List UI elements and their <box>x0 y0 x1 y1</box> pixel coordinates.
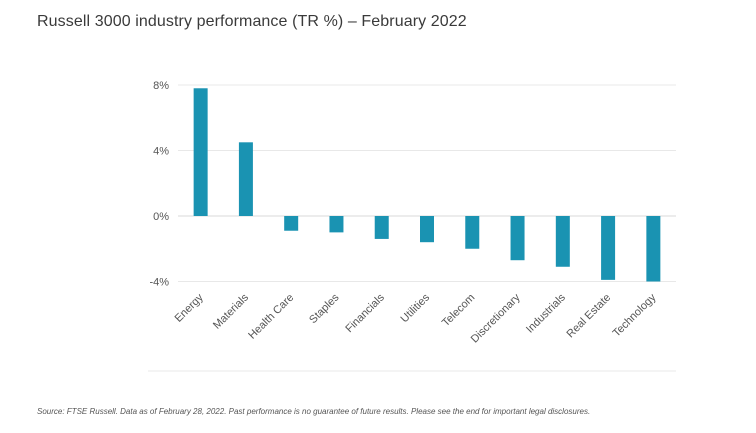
y-tick-label: 0% <box>153 211 169 223</box>
bar-industrials <box>555 216 570 267</box>
x-tick-label: Staples <box>307 291 342 326</box>
y-tick-label: 4% <box>153 146 169 158</box>
x-tick-label: Materials <box>211 291 251 331</box>
y-tick-label: 8% <box>153 80 169 92</box>
x-tick-label: Health Care <box>246 292 296 342</box>
bar-technology <box>646 216 661 282</box>
x-tick-label: Technology <box>611 291 659 339</box>
bar-health-care <box>284 216 299 231</box>
bar-real-estate <box>601 216 616 280</box>
source-note: Source: FTSE Russell. Data as of Februar… <box>37 407 591 416</box>
chart-title: Russell 3000 industry performance (TR %)… <box>37 13 467 30</box>
x-tick-label: Real Estate <box>565 292 614 341</box>
bar-materials <box>238 142 253 216</box>
x-tick-label: Industrials <box>524 291 568 335</box>
x-tick-label: Telecom <box>440 292 477 329</box>
bars <box>193 88 661 282</box>
bar-utilities <box>420 216 434 243</box>
bar-telecom <box>465 216 480 249</box>
y-tick-label: -4% <box>149 277 169 289</box>
x-tick-label: Utilities <box>399 291 433 325</box>
bar-discretionary <box>510 216 525 261</box>
x-tick-label: Discretionary <box>469 291 523 345</box>
x-tick-label: Financials <box>343 291 387 335</box>
bar-financials <box>374 216 389 239</box>
x-tick-label: Energy <box>173 291 206 324</box>
y-axis-labels: 8% 4% 0% -4% <box>149 80 169 289</box>
bar-energy <box>193 88 208 216</box>
bar-staples <box>329 216 344 233</box>
